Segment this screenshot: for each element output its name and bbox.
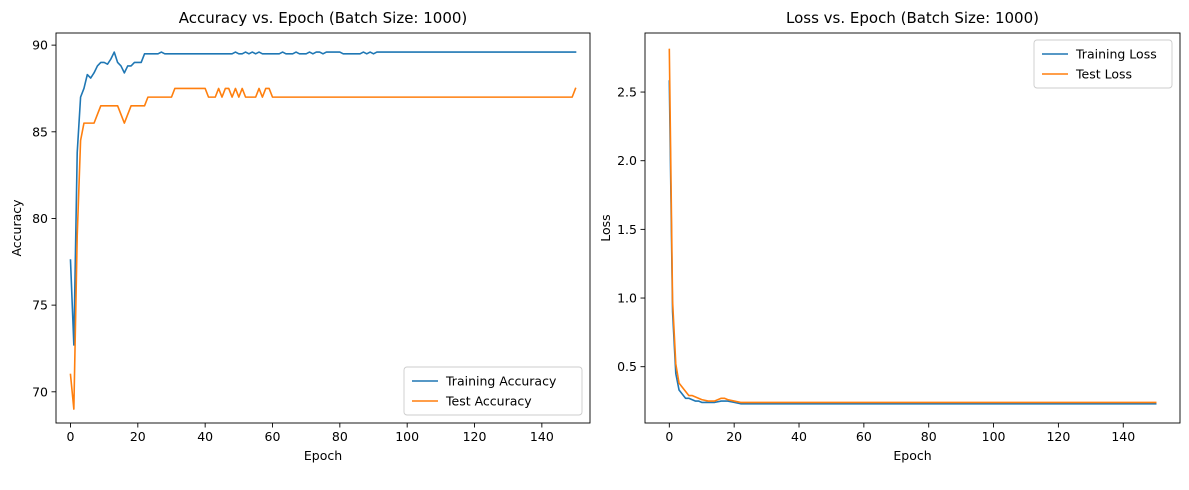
accuracy-x-tick-label: 20 bbox=[130, 429, 146, 444]
loss-y-tick-label: 2.0 bbox=[617, 153, 637, 168]
accuracy-series-line-training-accuracy bbox=[69, 51, 577, 346]
accuracy-x-tick-label: 120 bbox=[463, 429, 487, 444]
accuracy-legend-label-test-accuracy: Test Accuracy bbox=[445, 394, 532, 409]
loss-y-axis-label: Loss bbox=[598, 214, 613, 241]
accuracy-x-tick-label: 60 bbox=[265, 429, 281, 444]
loss-legend-box bbox=[1033, 39, 1173, 89]
loss-x-tick-label: 0 bbox=[665, 429, 673, 444]
accuracy-series-line-test-accuracy bbox=[69, 87, 577, 410]
accuracy-plot-frame bbox=[55, 32, 591, 424]
loss-x-tick-label: 20 bbox=[726, 429, 742, 444]
accuracy-y-tick-label: 85 bbox=[32, 124, 48, 139]
loss-legend: Training Loss Test Loss bbox=[1033, 39, 1173, 89]
accuracy-x-tick-label: 80 bbox=[332, 429, 348, 444]
loss-y-tick-label: 0.5 bbox=[617, 359, 637, 374]
loss-x-tick-label: 40 bbox=[791, 429, 807, 444]
loss-y-tick-label: 2.5 bbox=[617, 85, 637, 100]
accuracy-x-tick-label: 100 bbox=[395, 429, 419, 444]
loss-legend-label-training-loss: Training Loss bbox=[1075, 47, 1157, 62]
accuracy-x-tick-label: 40 bbox=[197, 429, 213, 444]
loss-plot-frame bbox=[644, 32, 1181, 424]
accuracy-x-tick-label: 140 bbox=[530, 429, 554, 444]
accuracy-y-tick-label: 80 bbox=[32, 211, 48, 226]
accuracy-chart: 0 20 40 60 80 100 120 140 70 75 80 85 90 Accuracy vs.… bbox=[9, 9, 591, 463]
accuracy-chart-title: Accuracy vs. Epoch (Batch Size: 1000) bbox=[179, 9, 468, 27]
loss-chart: 0 20 40 60 80 100 120 140 0.5 1.0 1.5 2.0 2.5 Loss vs… bbox=[598, 9, 1181, 463]
loss-x-tick-label: 100 bbox=[982, 429, 1006, 444]
accuracy-legend-box bbox=[403, 366, 583, 416]
loss-series-line-test-loss bbox=[668, 48, 1157, 404]
accuracy-y-axis-label: Accuracy bbox=[9, 199, 24, 257]
loss-y-tick-label: 1.5 bbox=[617, 222, 637, 237]
loss-x-tick-label: 140 bbox=[1111, 429, 1135, 444]
accuracy-x-axis-label: Epoch bbox=[304, 448, 342, 463]
loss-legend-label-test-loss: Test Loss bbox=[1075, 67, 1132, 82]
loss-series-line-training-loss bbox=[668, 80, 1157, 405]
loss-x-tick-label: 120 bbox=[1046, 429, 1070, 444]
loss-x-tick-label: 60 bbox=[856, 429, 872, 444]
loss-x-axis-label: Epoch bbox=[893, 448, 931, 463]
loss-chart-title: Loss vs. Epoch (Batch Size: 1000) bbox=[786, 9, 1039, 27]
accuracy-y-tick-label: 70 bbox=[32, 384, 48, 399]
accuracy-y-tick-label: 75 bbox=[32, 298, 48, 313]
accuracy-legend: Training Accuracy Test Accuracy bbox=[403, 366, 583, 416]
accuracy-legend-label-training-accuracy: Training Accuracy bbox=[445, 374, 557, 389]
accuracy-x-tick-label: 0 bbox=[67, 429, 75, 444]
loss-y-tick-label: 1.0 bbox=[617, 291, 637, 306]
loss-x-tick-label: 80 bbox=[921, 429, 937, 444]
accuracy-y-tick-label: 90 bbox=[32, 38, 48, 53]
